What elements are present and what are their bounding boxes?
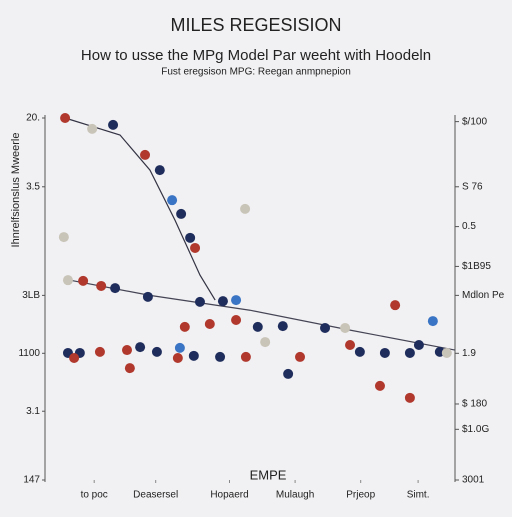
data-point <box>60 113 71 123</box>
data-point <box>96 280 107 291</box>
chart-subtitle: How to usse the MPg Model Par weeht with… <box>81 47 431 64</box>
y2-tick-label: S 76 <box>462 181 483 192</box>
trend-line <box>64 117 216 301</box>
data-point <box>151 346 162 357</box>
y-axis-label: Ihnrelfsionslus Mweerle <box>10 133 22 248</box>
x-tick-label: Mulaugh <box>276 490 314 501</box>
data-point <box>215 351 226 362</box>
data-point <box>260 337 271 348</box>
y2-tick-label: 0.5 <box>462 221 476 232</box>
data-point <box>404 392 415 403</box>
data-point <box>174 342 185 353</box>
data-point <box>413 339 424 350</box>
y2-tick-label: Mdlon Pe <box>462 290 505 301</box>
y-tick-label: 147 <box>23 475 40 486</box>
x-axis-label: EMPE <box>250 467 287 482</box>
data-point <box>404 347 415 358</box>
data-point <box>194 296 205 307</box>
y2-tick-label: $/100 <box>462 116 487 127</box>
y-tick-label: 3LB <box>22 290 40 301</box>
data-point <box>94 346 105 357</box>
y-tick-label: 20. <box>26 113 40 124</box>
y2-tick-label: 1.9 <box>462 348 476 359</box>
chart-title: MILES REGESISION <box>170 15 341 35</box>
y-tick-label: 3.1 <box>26 406 40 417</box>
data-point <box>58 232 69 243</box>
data-point <box>140 149 151 160</box>
y-tick-label: 3.5 <box>26 181 40 192</box>
data-point <box>78 275 89 286</box>
data-point <box>231 295 242 306</box>
data-point <box>252 321 263 332</box>
data-point <box>283 368 294 379</box>
x-tick-label: Prjeop <box>346 490 375 501</box>
data-point <box>167 195 178 206</box>
data-point <box>188 350 199 361</box>
data-point <box>345 339 356 350</box>
data-point <box>122 345 132 356</box>
data-point <box>354 346 365 357</box>
data-point <box>172 353 183 364</box>
data-point <box>320 322 331 333</box>
data-point <box>154 165 165 176</box>
trend-line <box>69 279 456 351</box>
y-tick-label: 1100 <box>18 348 40 359</box>
data-point <box>135 342 146 353</box>
chart-caption: Fust eregsison MPG: Reegan anmpnepion <box>161 67 351 78</box>
x-tick-label: Simt. <box>407 490 430 501</box>
y2-tick-label: $ 180 <box>462 399 487 410</box>
data-point <box>231 314 242 325</box>
data-point <box>427 316 438 327</box>
data-point <box>142 291 153 302</box>
data-point <box>379 347 390 358</box>
data-point <box>185 232 196 243</box>
x-tick-label: Hopaerd <box>210 490 248 501</box>
data-point <box>295 351 306 362</box>
data-point <box>441 347 452 358</box>
data-point <box>110 283 121 294</box>
data-point <box>124 363 135 374</box>
data-point <box>374 380 385 391</box>
data-point <box>240 351 251 362</box>
data-point <box>277 321 288 332</box>
data-point <box>390 300 401 311</box>
data-point <box>62 275 73 286</box>
data-point <box>176 208 187 219</box>
data-point <box>108 119 119 130</box>
data-point <box>240 203 251 214</box>
data-point <box>87 123 98 134</box>
y2-tick-label: $1.0G <box>462 424 489 435</box>
data-point <box>179 321 190 332</box>
x-tick-label: to poc <box>81 490 108 501</box>
y2-tick-label: 3001 <box>462 475 485 486</box>
data-point <box>190 242 201 253</box>
data-point <box>204 318 215 329</box>
data-point <box>69 353 80 364</box>
x-tick-label: Deasersel <box>133 490 178 501</box>
data-point <box>340 322 351 333</box>
y2-tick-label: $1B95 <box>462 261 491 272</box>
data-point <box>217 296 228 307</box>
